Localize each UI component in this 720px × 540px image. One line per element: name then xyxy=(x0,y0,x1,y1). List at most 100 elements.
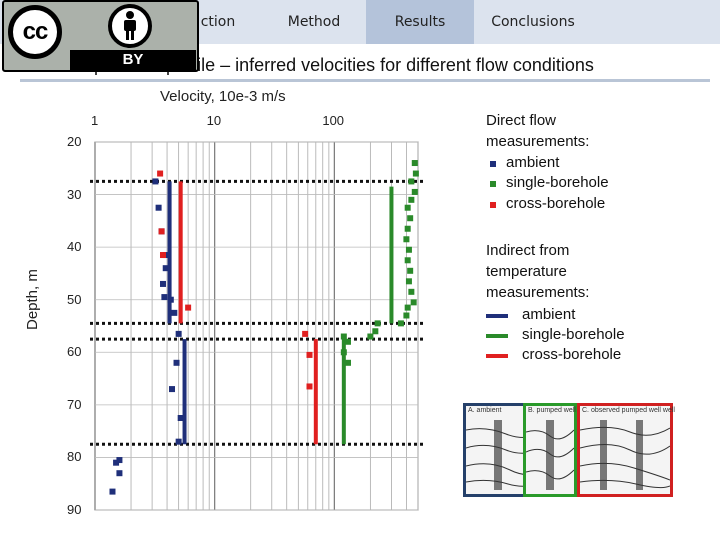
data-point-ambient xyxy=(173,359,180,366)
data-point-single-borehole xyxy=(403,312,410,319)
legend-cross-line-marker xyxy=(486,354,508,358)
data-point-cross-borehole xyxy=(159,252,166,259)
data-point-single-borehole xyxy=(344,338,351,345)
cc-by-license-badge: cc BY xyxy=(2,0,199,72)
legend-direct-title-line2: measurements: xyxy=(486,133,590,150)
legend-ambient-square-marker xyxy=(490,161,496,167)
data-point-cross-borehole xyxy=(302,330,309,337)
data-point-single-borehole xyxy=(408,178,415,185)
data-point-ambient xyxy=(162,265,169,272)
data-point-single-borehole xyxy=(404,225,411,232)
legend-ambient-line-marker xyxy=(486,314,508,318)
data-point-ambient xyxy=(158,228,165,235)
tab-method[interactable]: Method xyxy=(287,14,341,30)
data-point-single-borehole xyxy=(372,328,379,335)
y-tick-label: 30 xyxy=(67,186,82,202)
chart-x-axis-label: Velocity, 10e-3 m/s xyxy=(160,88,286,105)
data-point-single-borehole xyxy=(405,246,412,253)
tab-conclusions[interactable]: Conclusions xyxy=(491,14,575,30)
x-tick-label: 10 xyxy=(206,113,222,128)
tab-results[interactable]: Results xyxy=(366,0,474,44)
legend-direct-ambient: ambient xyxy=(506,154,560,171)
data-point-single-borehole xyxy=(410,299,417,306)
y-tick-label: 20 xyxy=(67,134,82,149)
legend-direct-title-line1: Direct flow xyxy=(486,112,557,129)
observed-well-flow-sketch xyxy=(580,420,670,490)
data-point-ambient xyxy=(161,294,168,301)
data-point-single-borehole xyxy=(403,236,410,243)
data-point-single-borehole xyxy=(412,170,419,177)
attribution-person-icon xyxy=(108,4,152,48)
data-point-single-borehole xyxy=(404,257,411,264)
inset-pumped-well-label: B. pumped well xyxy=(528,407,576,414)
inset-observed-well-label: C. observed pumped well well xyxy=(582,407,675,414)
data-point-single-borehole xyxy=(411,188,418,195)
data-point-ambient xyxy=(169,386,176,393)
legend-indirect-ambient: ambient xyxy=(522,306,576,323)
data-point-ambient xyxy=(171,309,178,316)
data-point-ambient xyxy=(159,280,166,287)
data-point-single-borehole xyxy=(411,160,418,167)
y-tick-label: 90 xyxy=(67,502,82,517)
data-point-single-borehole xyxy=(344,359,351,366)
by-strip: BY xyxy=(70,50,196,70)
data-point-ambient xyxy=(116,457,123,464)
data-point-single-borehole xyxy=(340,333,347,340)
x-tick-label: 1 xyxy=(91,113,99,128)
y-tick-label: 80 xyxy=(67,449,82,465)
cc-icon: cc xyxy=(8,5,62,59)
y-tick-label: 40 xyxy=(67,239,82,255)
data-point-ambient xyxy=(152,178,159,185)
data-point-cross-borehole xyxy=(306,383,313,390)
x-tick-label: 100 xyxy=(322,113,345,128)
data-point-single-borehole xyxy=(407,215,414,222)
data-point-single-borehole xyxy=(408,196,415,203)
data-point-cross-borehole xyxy=(306,351,313,358)
legend-indirect-single: single-borehole xyxy=(522,326,625,343)
legend-direct-title: Direct flow measurements: xyxy=(486,110,589,152)
plot-area xyxy=(94,141,419,511)
legend-single-line-marker xyxy=(486,334,508,338)
data-point-single-borehole xyxy=(405,278,412,285)
data-point-single-borehole xyxy=(397,320,404,327)
data-point-single-borehole xyxy=(404,204,411,211)
data-point-single-borehole xyxy=(404,304,411,311)
data-point-single-borehole xyxy=(367,333,374,340)
legend-indirect-title-line1: Indirect from xyxy=(486,242,570,259)
pumped-well-flow-sketch xyxy=(526,420,574,490)
data-point-ambient xyxy=(175,438,182,445)
data-point-single-borehole xyxy=(340,349,347,356)
inset-ambient-label: A. ambient xyxy=(468,407,502,414)
y-tick-label: 70 xyxy=(67,396,82,412)
legend-indirect-title: Indirect from temperature measurements: xyxy=(486,240,589,303)
data-point-cross-borehole xyxy=(158,228,165,235)
legend-indirect-title-line2: temperature xyxy=(486,263,567,280)
data-point-cross-borehole xyxy=(185,304,192,311)
data-point-ambient xyxy=(162,252,169,259)
data-point-single-borehole xyxy=(408,288,415,295)
data-point-ambient xyxy=(113,459,120,466)
legend-cross-square-marker xyxy=(490,202,496,208)
data-point-ambient xyxy=(116,470,123,477)
by-text: BY xyxy=(122,51,144,68)
inset-pumped-well-diagram: B. pumped well xyxy=(523,403,577,497)
data-point-ambient xyxy=(175,330,182,337)
legend-direct-cross: cross-borehole xyxy=(506,195,606,212)
y-tick-label: 60 xyxy=(67,344,82,360)
data-point-ambient xyxy=(155,204,162,211)
title-divider xyxy=(20,79,710,82)
data-point-ambient xyxy=(167,296,174,303)
legend-direct-single: single-borehole xyxy=(506,174,609,191)
data-point-single-borehole xyxy=(407,267,414,274)
data-point-cross-borehole xyxy=(157,170,164,177)
chart-y-axis-label: Depth, m xyxy=(24,269,41,330)
data-point-single-borehole xyxy=(374,320,381,327)
legend-indirect-cross: cross-borehole xyxy=(522,346,622,363)
legend-single-square-marker xyxy=(490,181,496,187)
inset-observed-well-diagram: C. observed pumped well well xyxy=(577,403,675,497)
cc-text: cc xyxy=(22,18,49,45)
y-tick-label: 50 xyxy=(67,291,82,307)
legend-indirect-title-line3: measurements: xyxy=(486,284,590,301)
data-point-ambient xyxy=(177,415,184,421)
tab-introduction[interactable]: ction xyxy=(200,14,236,30)
